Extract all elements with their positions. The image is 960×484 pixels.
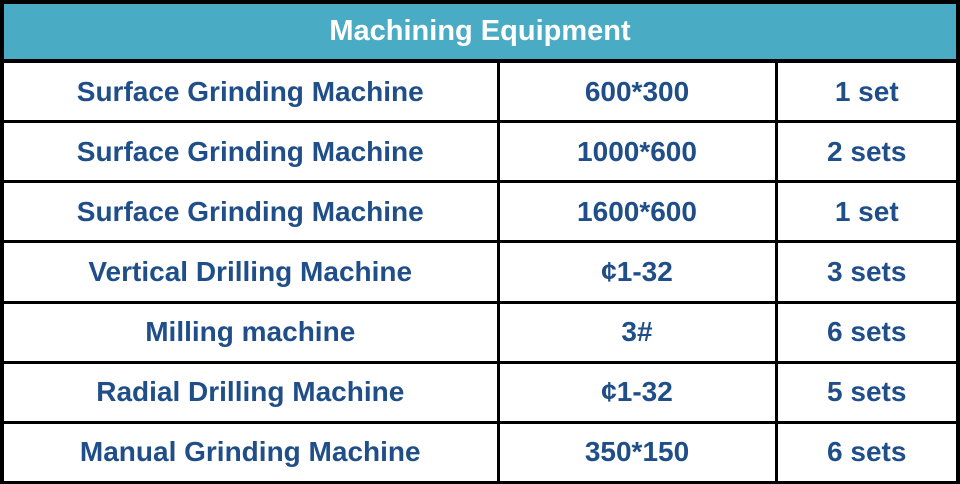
spec-cell: 1600*600 bbox=[496, 180, 776, 242]
quantity-cell: 6 sets bbox=[774, 420, 956, 481]
machine-name-cell: Surface Grinding Machine bbox=[4, 180, 498, 242]
quantity-cell: 5 sets bbox=[774, 360, 956, 423]
spec-cell: ¢1-32 bbox=[496, 240, 776, 303]
spec-cell: 3# bbox=[496, 300, 776, 363]
machine-name-cell: Radial Drilling Machine bbox=[4, 360, 498, 423]
quantity-cell: 3 sets bbox=[774, 240, 956, 303]
machine-name-cell: Manual Grinding Machine bbox=[4, 420, 498, 481]
machine-name-cell: Surface Grinding Machine bbox=[4, 120, 498, 182]
spec-cell: 600*300 bbox=[496, 59, 776, 122]
spec-cell: ¢1-32 bbox=[496, 360, 776, 423]
table-row: Surface Grinding Machine 600*300 1 set bbox=[4, 59, 956, 122]
spec-cell: 1000*600 bbox=[496, 120, 776, 182]
table-row: Milling machine 3# 6 sets bbox=[4, 300, 956, 363]
quantity-cell: 2 sets bbox=[774, 120, 956, 182]
table-row: Vertical Drilling Machine ¢1-32 3 sets bbox=[4, 240, 956, 303]
table-row: Manual Grinding Machine 350*150 6 sets bbox=[4, 420, 956, 481]
quantity-cell: 6 sets bbox=[774, 300, 956, 363]
machine-name-cell: Surface Grinding Machine bbox=[4, 59, 498, 122]
table-row: Surface Grinding Machine 1600*600 1 set bbox=[4, 180, 956, 242]
table-title: Machining Equipment bbox=[4, 4, 956, 64]
machine-name-cell: Vertical Drilling Machine bbox=[4, 240, 498, 303]
quantity-cell: 1 set bbox=[774, 59, 956, 122]
table-row: Radial Drilling Machine ¢1-32 5 sets bbox=[4, 360, 956, 423]
equipment-table: Machining Equipment Surface Grinding Mac… bbox=[4, 4, 956, 481]
table-row: Surface Grinding Machine 1000*600 2 sets bbox=[4, 120, 956, 182]
machine-name-cell: Milling machine bbox=[4, 300, 498, 363]
quantity-cell: 1 set bbox=[774, 180, 956, 242]
spec-cell: 350*150 bbox=[496, 420, 776, 481]
